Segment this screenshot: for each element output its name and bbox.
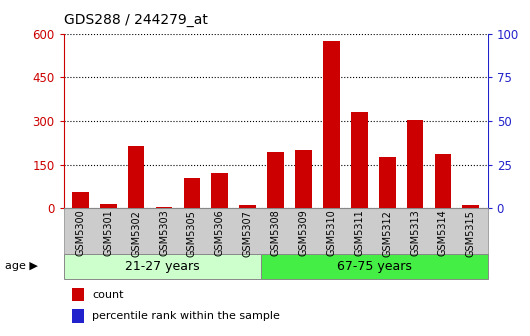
- Text: count: count: [92, 290, 124, 300]
- Bar: [72, 192, 89, 208]
- Text: GDS288 / 244279_at: GDS288 / 244279_at: [64, 13, 207, 27]
- Point: [132, 125, 140, 131]
- Bar: [64, 254, 261, 279]
- Point: [160, 197, 168, 202]
- Bar: [183, 178, 200, 208]
- Point: [76, 171, 85, 176]
- Bar: [435, 155, 452, 208]
- Bar: [261, 254, 488, 279]
- Point: [439, 129, 447, 134]
- Point: [243, 192, 252, 197]
- Bar: [156, 207, 172, 208]
- Point: [188, 165, 196, 171]
- Point: [327, 78, 335, 83]
- Bar: [407, 120, 423, 208]
- Text: percentile rank within the sample: percentile rank within the sample: [92, 311, 280, 321]
- Bar: [379, 157, 395, 208]
- Point: [355, 118, 364, 124]
- Text: 21-27 years: 21-27 years: [125, 260, 200, 273]
- Bar: [267, 152, 284, 208]
- Point: [383, 157, 392, 162]
- Bar: [323, 41, 340, 208]
- Bar: [463, 205, 479, 208]
- Point: [411, 120, 419, 125]
- Bar: [295, 150, 312, 208]
- Bar: [211, 173, 228, 208]
- Point: [299, 127, 308, 132]
- Bar: [351, 112, 368, 208]
- Bar: [72, 288, 84, 301]
- Point: [216, 162, 224, 167]
- Bar: [240, 205, 256, 208]
- Point: [466, 192, 475, 197]
- Text: age ▶: age ▶: [5, 261, 38, 271]
- Bar: [100, 204, 117, 208]
- Bar: [72, 309, 84, 323]
- Bar: [128, 146, 145, 208]
- Point: [104, 192, 112, 197]
- Point: [271, 127, 280, 132]
- Text: 67-75 years: 67-75 years: [337, 260, 412, 273]
